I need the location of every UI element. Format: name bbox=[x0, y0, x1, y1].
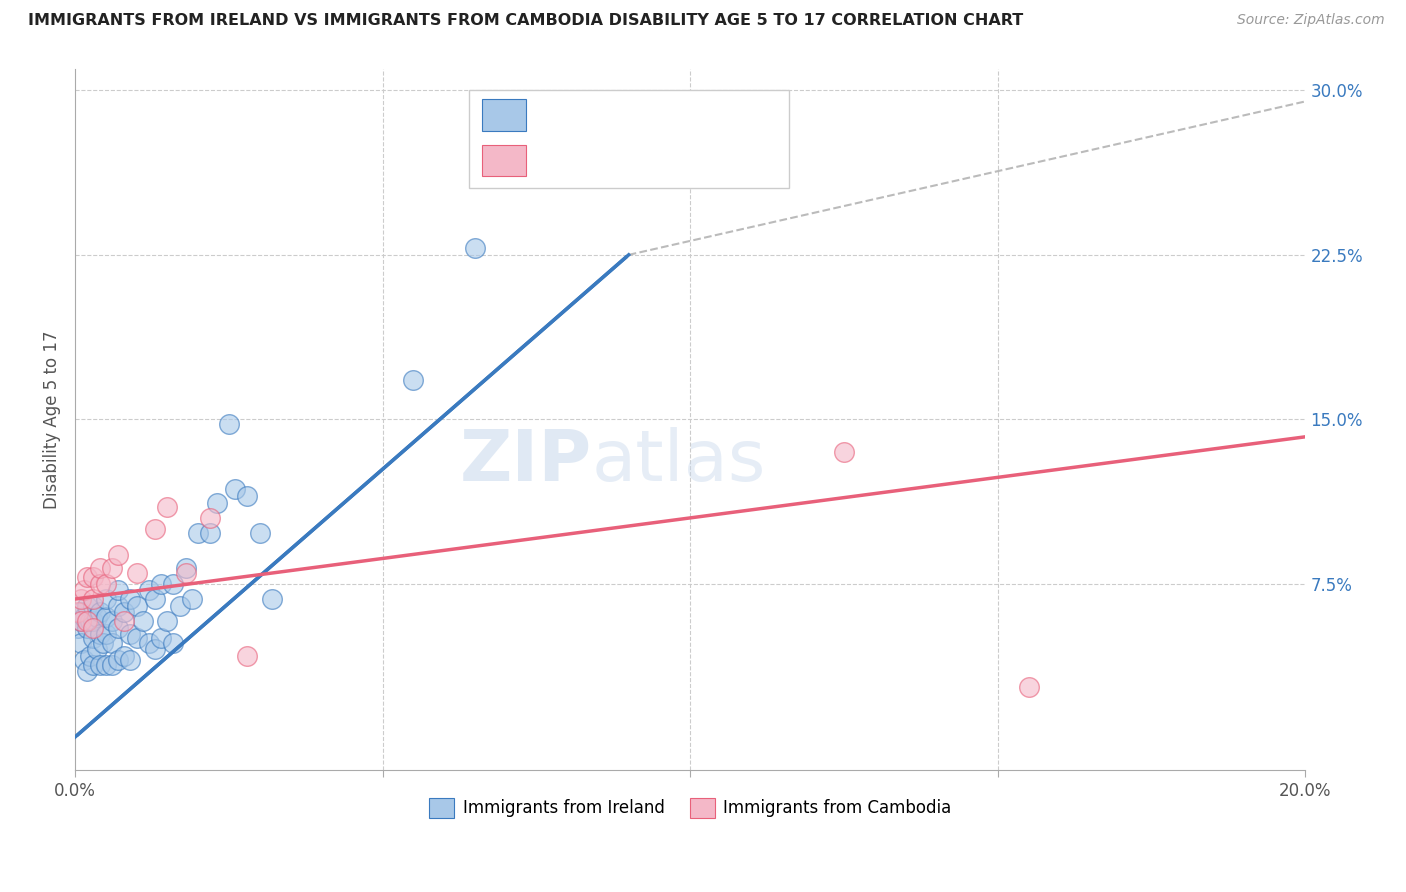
Point bbox=[76, 665, 98, 679]
Point bbox=[205, 495, 228, 509]
Text: IMMIGRANTS FROM IRELAND VS IMMIGRANTS FROM CAMBODIA DISABILITY AGE 5 TO 17 CORRE: IMMIGRANTS FROM IRELAND VS IMMIGRANTS FR… bbox=[28, 13, 1024, 29]
Point bbox=[125, 566, 148, 580]
Point bbox=[162, 576, 184, 591]
Point bbox=[76, 599, 98, 613]
Point bbox=[156, 500, 179, 514]
Point bbox=[402, 373, 425, 387]
Point bbox=[94, 627, 117, 641]
Point bbox=[79, 614, 101, 628]
Point bbox=[156, 614, 179, 628]
Point bbox=[101, 636, 124, 650]
Point bbox=[101, 657, 124, 672]
Point bbox=[70, 605, 93, 619]
Point bbox=[131, 614, 153, 628]
Point bbox=[174, 566, 197, 580]
Y-axis label: Disability Age 5 to 17: Disability Age 5 to 17 bbox=[44, 330, 60, 508]
Point bbox=[82, 632, 104, 646]
Point bbox=[107, 599, 129, 613]
Point bbox=[67, 605, 90, 619]
Point bbox=[73, 609, 96, 624]
Point bbox=[236, 648, 259, 663]
Point bbox=[125, 632, 148, 646]
Text: Source: ZipAtlas.com: Source: ZipAtlas.com bbox=[1237, 13, 1385, 28]
Point bbox=[76, 614, 98, 628]
Point bbox=[120, 627, 142, 641]
Point bbox=[125, 599, 148, 613]
Point bbox=[143, 642, 166, 657]
Point bbox=[70, 636, 93, 650]
Point bbox=[112, 614, 135, 628]
Point bbox=[162, 636, 184, 650]
Text: ZIP: ZIP bbox=[460, 427, 592, 496]
Point bbox=[200, 511, 222, 525]
Point bbox=[89, 605, 111, 619]
Point bbox=[89, 627, 111, 641]
Point bbox=[67, 620, 90, 634]
Point bbox=[73, 583, 96, 598]
Point bbox=[73, 653, 96, 667]
Point bbox=[94, 576, 117, 591]
Point bbox=[91, 636, 114, 650]
Point bbox=[89, 657, 111, 672]
Point bbox=[143, 592, 166, 607]
Point bbox=[832, 445, 855, 459]
Point bbox=[79, 648, 101, 663]
Point bbox=[94, 592, 117, 607]
Point bbox=[82, 614, 104, 628]
Point bbox=[260, 592, 283, 607]
Point bbox=[112, 648, 135, 663]
Point bbox=[82, 657, 104, 672]
Point bbox=[180, 592, 202, 607]
Point bbox=[82, 620, 104, 634]
Point bbox=[76, 570, 98, 584]
Point bbox=[120, 592, 142, 607]
Point bbox=[107, 548, 129, 562]
Legend: Immigrants from Ireland, Immigrants from Cambodia: Immigrants from Ireland, Immigrants from… bbox=[423, 791, 957, 825]
Point bbox=[236, 489, 259, 503]
Point bbox=[174, 561, 197, 575]
Point bbox=[138, 583, 160, 598]
Point bbox=[70, 614, 93, 628]
Point bbox=[150, 632, 173, 646]
Point bbox=[82, 570, 104, 584]
Point bbox=[224, 483, 246, 497]
Point bbox=[94, 609, 117, 624]
Point bbox=[1018, 680, 1040, 694]
Point bbox=[94, 657, 117, 672]
Point bbox=[169, 599, 191, 613]
Point bbox=[200, 526, 222, 541]
Point bbox=[101, 614, 124, 628]
Point bbox=[76, 620, 98, 634]
Point bbox=[82, 592, 104, 607]
Point bbox=[86, 642, 108, 657]
Text: atlas: atlas bbox=[592, 427, 766, 496]
Point bbox=[107, 583, 129, 598]
Point bbox=[101, 561, 124, 575]
Point bbox=[107, 653, 129, 667]
Point bbox=[89, 576, 111, 591]
Point bbox=[218, 417, 240, 431]
Point bbox=[70, 592, 93, 607]
Point bbox=[86, 609, 108, 624]
Point bbox=[138, 636, 160, 650]
Point bbox=[249, 526, 271, 541]
Point bbox=[187, 526, 209, 541]
Point bbox=[150, 576, 173, 591]
Point bbox=[120, 653, 142, 667]
Point bbox=[143, 522, 166, 536]
Point bbox=[107, 620, 129, 634]
Point bbox=[112, 605, 135, 619]
Point bbox=[464, 241, 486, 255]
Point bbox=[70, 614, 93, 628]
Point bbox=[82, 599, 104, 613]
Point bbox=[89, 561, 111, 575]
